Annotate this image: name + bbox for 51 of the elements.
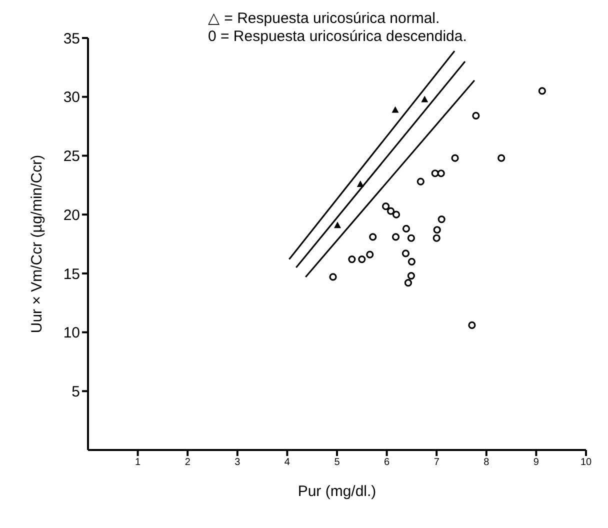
y-axis-title: Uur × Vm/Ccr (µg/min/Ccr) xyxy=(28,154,46,334)
point xyxy=(358,256,366,264)
point xyxy=(392,106,399,113)
point xyxy=(468,321,476,330)
x-tick-label: 5 xyxy=(334,457,340,468)
text: △ = Respuesta uricosúrica normal. xyxy=(208,10,441,28)
point xyxy=(438,215,446,224)
x-tick-label: 2 xyxy=(184,457,191,468)
point xyxy=(416,178,424,186)
point xyxy=(407,234,415,242)
point xyxy=(334,222,341,228)
point xyxy=(421,96,428,102)
point xyxy=(432,234,440,242)
point xyxy=(437,170,445,178)
x-tick-label: 8 xyxy=(484,457,490,468)
point xyxy=(402,224,410,232)
x-tick-label: 10 xyxy=(580,457,592,468)
point xyxy=(356,180,364,187)
y-tick-label: 25 xyxy=(63,148,80,166)
annotation: 0 = Respuesta uricosúrica descendida. xyxy=(208,28,467,46)
y-tick-label: 5 xyxy=(72,383,80,400)
point xyxy=(407,272,415,280)
point xyxy=(402,250,410,258)
point xyxy=(366,250,374,258)
y-tick-label: 20 xyxy=(63,206,80,224)
y-tick-label: 10 xyxy=(63,324,80,342)
point xyxy=(538,87,546,95)
y-tick-label: 30 xyxy=(63,89,80,106)
point xyxy=(386,207,395,215)
point xyxy=(392,210,400,218)
point xyxy=(431,170,439,178)
x-tick-label: 7 xyxy=(434,457,440,468)
x-tick-label: 9 xyxy=(533,457,540,468)
point xyxy=(329,273,337,281)
point xyxy=(433,226,441,234)
x-axis-title: Pur (mg/dl.) xyxy=(298,483,376,500)
point xyxy=(404,279,412,287)
point xyxy=(369,233,377,241)
x-tick-label: 1 xyxy=(135,457,142,468)
y-tick-label: 15 xyxy=(63,266,80,283)
x-tick-label: 4 xyxy=(284,457,290,468)
point xyxy=(348,256,356,264)
x-tick-label: 3 xyxy=(234,457,241,468)
y-tick-label: 35 xyxy=(63,30,80,48)
point xyxy=(408,258,416,266)
point xyxy=(382,202,390,210)
x-tick-label: 6 xyxy=(384,457,390,468)
point xyxy=(451,154,459,162)
point xyxy=(498,154,506,162)
point xyxy=(392,233,400,241)
point xyxy=(472,112,480,120)
